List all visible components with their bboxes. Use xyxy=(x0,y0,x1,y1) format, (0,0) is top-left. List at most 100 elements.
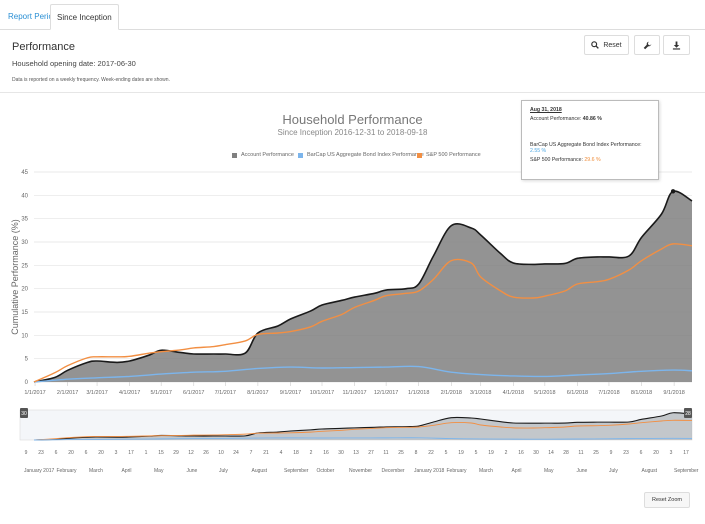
navigator-day-tick: 12 xyxy=(188,450,194,456)
search-icon xyxy=(591,41,600,49)
x-tick-label: 7/1/2017 xyxy=(215,390,236,396)
series-area-account xyxy=(34,191,692,382)
x-tick-label: 5/1/2017 xyxy=(150,390,171,396)
navigator: 30 28 xyxy=(19,408,693,441)
tab-since-inception[interactable]: Since Inception xyxy=(50,4,119,30)
navigator-month-label: May xyxy=(154,468,164,474)
navigator-month-label: April xyxy=(122,468,132,474)
settings-button[interactable] xyxy=(634,35,660,55)
navigator-month-label: August xyxy=(642,468,658,474)
legend-item-sp500[interactable]: S&P 500 Performance xyxy=(417,152,481,158)
navigator-month-label: April xyxy=(512,468,522,474)
chart-subtitle: Since Inception 2016-12-31 to 2018-09-18 xyxy=(277,128,428,137)
y-tick-label: 0 xyxy=(25,380,29,386)
navigator-month-label: February xyxy=(57,468,78,474)
navigator-month-label: March xyxy=(89,468,103,474)
navigator-day-tick: 11 xyxy=(383,450,388,456)
x-tick-label: 6/1/2018 xyxy=(567,390,588,396)
x-tick-labels: 1/1/2017 2/1/2017 3/1/2017 4/1/2017 5/1/2017… xyxy=(24,382,685,396)
x-tick-label: 2/1/2018 xyxy=(441,390,462,396)
x-tick-label: 7/1/2018 xyxy=(598,390,619,396)
x-tick-label: 9/1/2018 xyxy=(663,390,684,396)
x-tick-label: 11/1/2017 xyxy=(343,390,367,396)
chart-tooltip: Aug 31, 2018 Account Performance: 40.86 … xyxy=(521,100,659,180)
navigator-day-tick: 6 xyxy=(85,450,88,456)
chart-title: Household Performance xyxy=(282,112,423,127)
navigator-handle-right[interactable]: 28 xyxy=(684,408,692,418)
y-tick-label: 25 xyxy=(21,263,28,269)
navigator-day-tick: 19 xyxy=(458,450,464,456)
x-tick-label: 8/1/2018 xyxy=(631,390,652,396)
navigator-day-tick: 5 xyxy=(475,450,478,456)
navigator-handle-label: 30 xyxy=(21,411,27,417)
legend-label: BarCap US Aggregate Bond Index Performan… xyxy=(307,152,424,158)
navigator-month-label: June xyxy=(577,468,588,474)
navigator-handle-left[interactable]: 30 xyxy=(20,408,28,418)
navigator-day-tick: 4 xyxy=(280,450,283,456)
navigator-day-tick: 2 xyxy=(505,450,508,456)
navigator-day-tick: 28 xyxy=(563,450,569,456)
y-tick-labels: 0 5 10 15 20 25 30 35 40 45 xyxy=(21,170,28,386)
x-tick-label: 1/1/2017 xyxy=(24,390,45,396)
navigator-day-tick: 27 xyxy=(368,450,374,456)
tooltip-date: Aug 31, 2018 xyxy=(530,107,562,113)
navigator-day-tick: 16 xyxy=(518,450,524,456)
navigator-day-tick: 25 xyxy=(593,450,599,456)
navigator-day-tick: 23 xyxy=(623,450,629,456)
x-tick-label: 1/1/2018 xyxy=(408,390,429,396)
reset-button[interactable]: Reset xyxy=(584,35,629,55)
navigator-day-tick: 9 xyxy=(25,450,28,456)
y-tick-label: 5 xyxy=(25,357,29,363)
navigator-day-tick: 18 xyxy=(293,450,299,456)
navigator-month-label: February xyxy=(447,468,468,474)
x-tick-label: 5/1/2018 xyxy=(534,390,555,396)
x-tick-label: 8/1/2017 xyxy=(247,390,268,396)
navigator-day-tick: 17 xyxy=(128,450,134,456)
navigator-month-label: January 2017 xyxy=(24,468,55,474)
download-button[interactable] xyxy=(663,35,690,55)
page-title: Performance xyxy=(12,41,75,53)
x-tick-label: 4/1/2018 xyxy=(503,390,524,396)
navigator-day-tick: 13 xyxy=(353,450,359,456)
y-tick-label: 30 xyxy=(21,240,28,246)
legend-label: S&P 500 Performance xyxy=(426,152,481,158)
legend-swatch xyxy=(298,152,303,158)
x-tick-label: 3/1/2018 xyxy=(470,390,491,396)
navigator-month-label: March xyxy=(479,468,493,474)
navigator-day-tick: 10 xyxy=(218,450,224,456)
navigator-day-tick: 25 xyxy=(398,450,404,456)
x-tick-label: 10/1/2017 xyxy=(310,390,334,396)
navigator-day-tick: 15 xyxy=(158,450,164,456)
x-tick-label: 12/1/2017 xyxy=(374,390,398,396)
navigator-day-tick: 30 xyxy=(533,450,539,456)
navigator-day-tick: 7 xyxy=(250,450,253,456)
x-tick-label: 4/1/2017 xyxy=(119,390,140,396)
navigator-month-label: January 2018 xyxy=(414,468,445,474)
series-line-sp500[interactable] xyxy=(33,243,693,383)
tab-report-period[interactable]: Report Period xyxy=(8,12,58,21)
tooltip-bond-value: 2.55 % xyxy=(530,148,547,154)
series-line-account[interactable] xyxy=(33,190,693,383)
tooltip-account-label: Account Performance: xyxy=(530,116,582,122)
navigator-line-sp500 xyxy=(33,419,693,441)
navigator-month-label: November xyxy=(349,468,372,474)
y-tick-label: 15 xyxy=(21,310,28,316)
navigator-month-label: July xyxy=(609,468,618,474)
series-line-bond[interactable] xyxy=(33,365,693,383)
navigator-area xyxy=(34,412,692,440)
navigator-day-tick: 22 xyxy=(428,450,434,456)
legend-item-bond[interactable]: BarCap US Aggregate Bond Index Performan… xyxy=(298,152,424,158)
hover-point xyxy=(670,189,676,194)
reset-zoom-button[interactable]: Reset Zoom xyxy=(644,492,690,508)
series-group xyxy=(33,189,693,383)
legend-item-account[interactable]: Account Performance xyxy=(232,152,294,158)
y-tick-label: 45 xyxy=(21,170,28,176)
navigator-day-tick: 3 xyxy=(670,450,673,456)
frequency-note: Data is reported on a weekly frequency. … xyxy=(12,77,170,83)
navigator-labels: 9 23 6 20 6 20 3 17 1 15 29 12 26 10 24 7 21 4 18 2 16 30 13 27… xyxy=(24,450,699,474)
navigator-day-tick: 11 xyxy=(578,450,583,456)
navigator-line-bond xyxy=(33,437,693,441)
navigator-month-label: October xyxy=(317,468,335,474)
x-tick-label: 9/1/2017 xyxy=(280,390,301,396)
